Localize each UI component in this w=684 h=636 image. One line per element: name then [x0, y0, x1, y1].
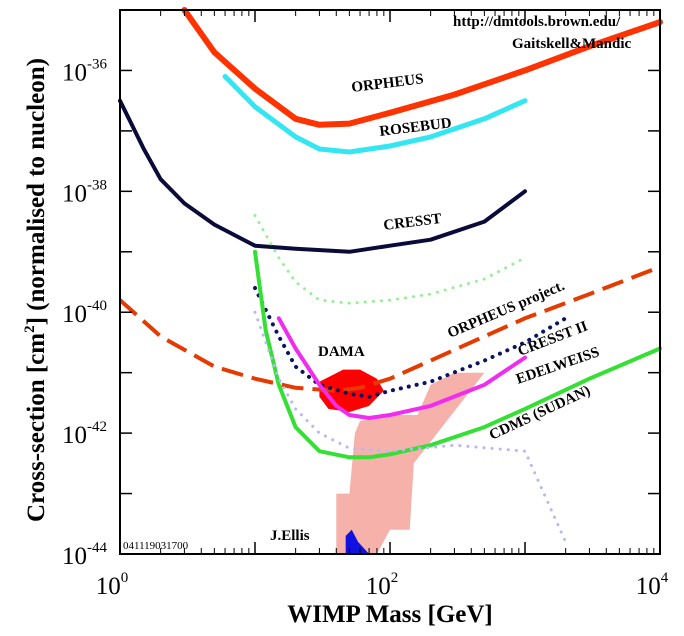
region-unlabeled-2	[345, 529, 370, 554]
axis-ticks: 100 102 104 10-36 10-38 10-40 10-42 10-44	[62, 9, 669, 600]
series-line-orpheus	[181, 7, 663, 128]
y-tick-label: 10-36	[62, 56, 107, 86]
series-line-rosebud	[222, 74, 528, 155]
series-line-unlabeled-7	[253, 214, 527, 305]
region-unlabeled-1	[336, 372, 485, 554]
curve-label: CDMS (SUDAN)	[487, 383, 593, 444]
y-tick-label: 10-42	[62, 419, 107, 449]
series-line-cresst-ii	[253, 286, 568, 399]
y-tick-label: 10-38	[62, 177, 107, 207]
curve-label: ORPHEUS	[351, 71, 425, 96]
series-line-cdms-sudan	[253, 249, 662, 460]
x-axis-label: WIMP Mass [GeV]	[287, 601, 493, 628]
y-tick-label: 10-40	[62, 298, 107, 328]
curve-label: CRESST	[383, 211, 443, 234]
url-annotation: http://dmtools.brown.edu/	[453, 14, 621, 30]
y-axis-label: Cross-section [cm2] (normalised to nucle…	[22, 58, 50, 522]
authors-annotation: Gaitskell&Mandic	[512, 36, 632, 52]
y-tick-label: 10-44	[62, 540, 107, 570]
chart-series	[118, 7, 663, 544]
author-label: J.Ellis	[270, 528, 310, 544]
series-line-edelweiss	[276, 316, 527, 420]
code-annotation: 041119031700	[123, 540, 189, 552]
x-tick-label: 102	[366, 570, 399, 600]
x-tick-label: 100	[96, 570, 129, 600]
series-line-cresst	[118, 98, 527, 254]
x-tick-label: 104	[636, 570, 669, 600]
series-line-unlabeled-8	[253, 310, 568, 544]
curve-label: ROSEBUD	[379, 115, 453, 140]
curve-label: DAMA	[318, 344, 365, 360]
series-line-orpheus-project	[118, 265, 661, 393]
chart-regions	[319, 369, 485, 554]
